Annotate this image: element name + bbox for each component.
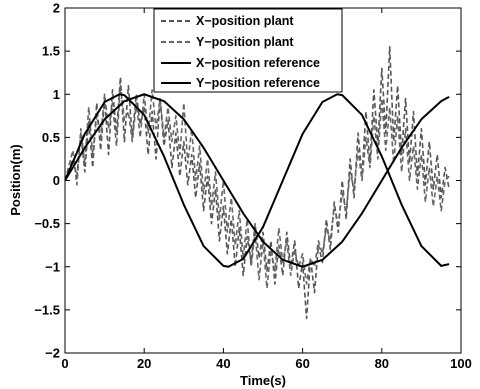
legend: X−position plant Y−position plant X−posi…	[153, 8, 343, 93]
y-tick-label: −1.5	[34, 302, 60, 317]
x-tick-label: 20	[137, 356, 151, 371]
y-tick-label: 1.5	[42, 44, 60, 59]
x-tick-label: 40	[216, 356, 230, 371]
series-line-y-position-reference	[65, 93, 450, 268]
y-tick-label: −1	[45, 259, 60, 274]
x-tick-label: 100	[450, 356, 472, 371]
legend-label-x-plant: X−position plant	[196, 14, 294, 28]
series-line-x-position-reference	[65, 93, 450, 268]
y-tick-label: 2	[53, 1, 60, 16]
y-tick-label: −0.5	[34, 216, 60, 231]
y-tick-label: 0.5	[42, 130, 60, 145]
series-line-y-position-plant	[65, 84, 450, 290]
legend-label-x-reference: X−position reference	[196, 56, 320, 70]
y-tick-label: −2	[45, 346, 60, 361]
y-axis-label: Position(m)	[8, 144, 23, 216]
legend-box	[153, 8, 343, 93]
legend-label-y-reference: Y−position reference	[196, 76, 320, 90]
tick-labels-layer: 0 20 40 60 80 100 −2 −1.5 −1 −0.5 0 0.5 1 1.5 2	[34, 1, 472, 372]
x-tick-label: 60	[295, 356, 309, 371]
x-tick-label: 80	[375, 356, 389, 371]
series-layer	[65, 46, 450, 320]
y-tick-label: 1	[53, 87, 60, 102]
x-tick-label: 0	[61, 356, 68, 371]
legend-label-y-plant: Y−position plant	[196, 35, 294, 49]
x-axis-label: Time(s)	[240, 373, 286, 388]
y-tick-label: 0	[53, 173, 60, 188]
